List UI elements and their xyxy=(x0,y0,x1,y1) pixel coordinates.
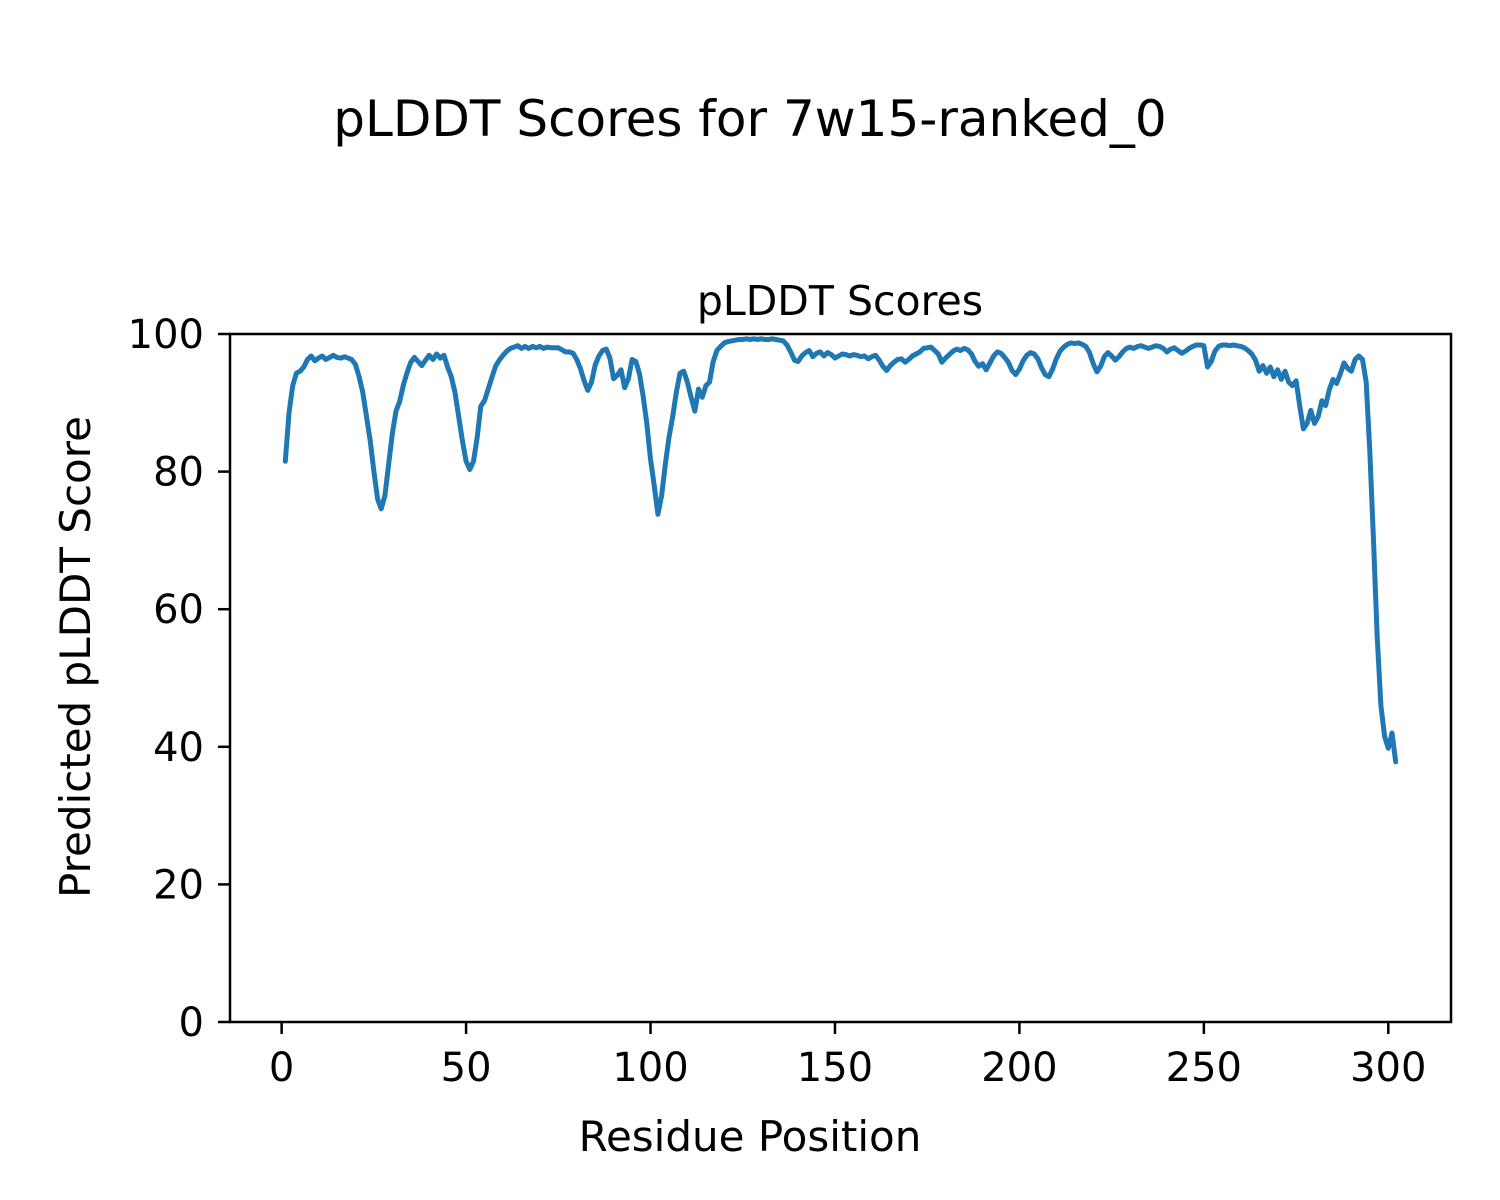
x-tick-label: 150 xyxy=(797,1045,873,1091)
x-axis-label: Residue Position xyxy=(579,1112,922,1161)
x-tick-label: 200 xyxy=(981,1045,1057,1091)
x-tick-label: 50 xyxy=(441,1045,492,1091)
x-tick-label: 250 xyxy=(1166,1045,1242,1091)
y-tick-label: 20 xyxy=(153,862,204,908)
x-tick-label: 100 xyxy=(612,1045,688,1091)
figure-suptitle: pLDDT Scores for 7w15-ranked_0 xyxy=(333,90,1166,148)
pLDDT-line xyxy=(282,336,1399,765)
plot-line-group xyxy=(282,336,1399,765)
axes-title: pLDDT Scores xyxy=(697,277,983,325)
y-tick-label: 0 xyxy=(179,1000,204,1046)
y-tick-label: 80 xyxy=(153,450,204,496)
y-tick-label: 60 xyxy=(153,587,204,633)
y-axis-label: Predicted pLDDT Score xyxy=(51,416,100,898)
x-tick-label: 300 xyxy=(1350,1045,1426,1091)
y-tick-label: 40 xyxy=(153,725,204,771)
x-tick-label: 0 xyxy=(269,1045,294,1091)
y-axis-ticks: 0 20 40 60 80 100 xyxy=(128,312,230,1046)
y-tick-label: 100 xyxy=(128,312,204,358)
x-axis-ticks: 0 50 100 150 200 250 300 xyxy=(269,1022,1426,1091)
axes-frame xyxy=(228,332,1453,1024)
